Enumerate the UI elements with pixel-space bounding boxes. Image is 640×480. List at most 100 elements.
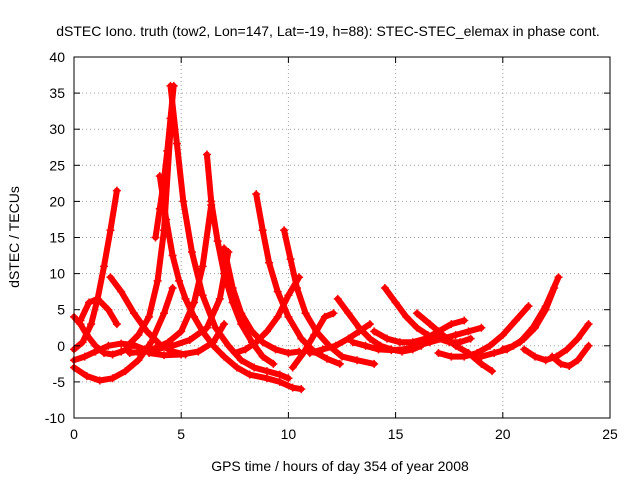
x-tick-label: 5 xyxy=(177,426,185,442)
data-point-marker xyxy=(413,323,422,332)
series-arc-18 xyxy=(230,273,304,358)
series-arc-30 xyxy=(548,341,593,371)
data-point-marker xyxy=(123,341,132,350)
data-point-marker xyxy=(95,376,104,385)
data-point-marker xyxy=(211,323,220,332)
series-arc-01 xyxy=(70,186,121,354)
data-point-marker xyxy=(331,341,340,350)
data-point-marker xyxy=(241,345,250,354)
series-arc-14 xyxy=(145,320,229,360)
data-point-marker xyxy=(520,345,529,354)
data-point-marker xyxy=(288,363,297,372)
data-point-marker xyxy=(228,284,237,293)
data-point-marker xyxy=(215,294,224,303)
data-point-marker xyxy=(181,294,190,303)
data-point-marker xyxy=(153,276,162,285)
data-point-marker xyxy=(112,186,121,195)
data-point-marker xyxy=(464,327,473,336)
data-point-marker xyxy=(162,215,171,224)
data-point-marker xyxy=(78,338,87,347)
series-arc-23 xyxy=(348,323,486,355)
y-tick-label: 20 xyxy=(49,193,65,209)
data-point-marker xyxy=(275,370,284,379)
data-point-marker xyxy=(145,349,154,358)
data-point-marker xyxy=(301,309,310,318)
data-point-marker xyxy=(425,320,434,329)
data-point-marker xyxy=(237,320,246,329)
data-point-marker xyxy=(584,341,593,350)
data-point-marker xyxy=(175,276,184,285)
data-point-marker xyxy=(108,350,117,359)
data-point-marker xyxy=(286,255,295,264)
axes: 0 5 10 15 20 25 -10 -5 0 5 10 15 20 25 30 35 40 xyxy=(45,49,618,442)
y-axis-label: dSTEC / TECUs xyxy=(6,186,22,288)
data-point-marker xyxy=(295,273,304,282)
data-point-marker xyxy=(155,172,164,181)
data-point-marker xyxy=(348,338,357,347)
data-point-marker xyxy=(490,349,499,358)
data-point-marker xyxy=(145,312,154,321)
data-point-marker xyxy=(447,352,456,361)
data-point-marker xyxy=(108,374,117,383)
x-tick-label: 25 xyxy=(602,426,618,442)
data-point-marker xyxy=(400,345,409,354)
data-point-marker xyxy=(130,309,139,318)
series-line xyxy=(435,303,532,360)
data-point-marker xyxy=(374,345,383,354)
data-point-marker xyxy=(365,320,374,329)
data-point-marker xyxy=(451,330,460,339)
data-point-marker xyxy=(477,352,486,361)
data-point-marker xyxy=(207,197,216,206)
data-point-marker xyxy=(353,356,362,365)
series-arc-16 xyxy=(252,190,344,368)
data-point-marker xyxy=(460,352,469,361)
data-point-marker xyxy=(541,305,550,314)
data-point-marker xyxy=(106,226,115,235)
data-point-marker xyxy=(310,330,319,339)
data-point-marker xyxy=(402,312,411,321)
series-arc-05 xyxy=(76,294,121,329)
data-point-marker xyxy=(168,251,177,260)
data-point-marker xyxy=(322,354,331,363)
y-tick-label: 35 xyxy=(49,85,65,101)
data-point-marker xyxy=(117,287,126,296)
data-point-marker xyxy=(230,349,239,358)
x-tick-label: 15 xyxy=(388,426,404,442)
data-point-marker xyxy=(320,312,329,321)
data-point-marker xyxy=(284,312,293,321)
data-point-marker xyxy=(485,341,494,350)
data-point-marker xyxy=(563,345,572,354)
data-point-marker xyxy=(466,334,475,343)
data-point-marker xyxy=(247,327,256,336)
data-point-marker xyxy=(93,294,102,303)
data-point-marker xyxy=(237,356,246,365)
data-point-marker xyxy=(213,237,222,246)
data-point-marker xyxy=(262,374,271,383)
data-point-marker xyxy=(434,349,443,358)
data-point-marker xyxy=(104,341,113,350)
data-point-marker xyxy=(177,350,186,359)
data-point-marker xyxy=(473,349,482,358)
data-point-marker xyxy=(220,320,229,329)
data-point-marker xyxy=(530,323,539,332)
series-arc-13 xyxy=(134,247,233,358)
data-point-marker xyxy=(413,309,422,318)
y-tick-label: -5 xyxy=(53,374,66,390)
data-point-marker xyxy=(87,320,96,329)
data-point-marker xyxy=(160,309,169,318)
data-point-marker xyxy=(280,226,289,235)
data-point-marker xyxy=(262,327,271,336)
data-point-marker xyxy=(565,362,574,371)
data-point-marker xyxy=(117,339,126,348)
data-point-marker xyxy=(447,320,456,329)
series-arc-03 xyxy=(70,284,177,385)
data-point-marker xyxy=(365,334,374,343)
data-point-marker xyxy=(258,226,267,235)
series-arc-15 xyxy=(220,244,304,358)
series-arc-21 xyxy=(305,320,374,358)
data-point-marker xyxy=(573,356,582,365)
data-point-marker xyxy=(509,341,518,350)
data-point-marker xyxy=(554,273,563,282)
data-point-marker xyxy=(329,309,338,318)
data-point-marker xyxy=(190,298,199,307)
